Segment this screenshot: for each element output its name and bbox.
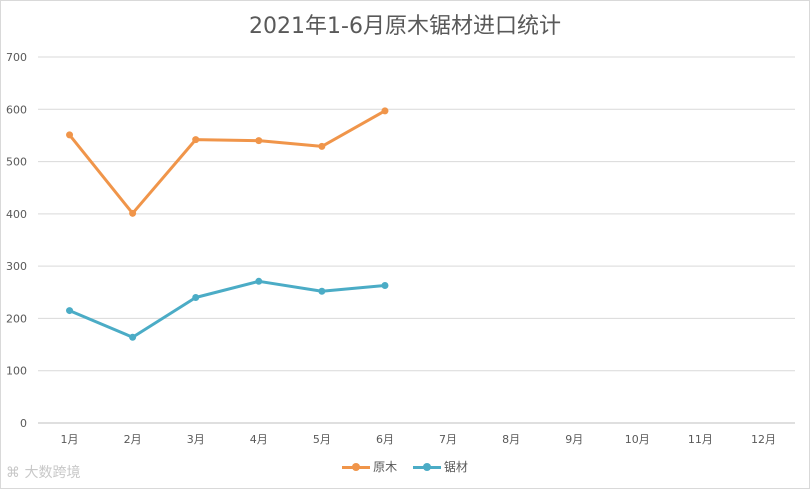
data-point-1: [192, 294, 200, 302]
x-tick-label: 2月: [124, 433, 142, 446]
data-point-1: [318, 287, 326, 295]
y-tick-label: 700: [6, 51, 27, 64]
y-axis-ticks: 0 100 200 300 400 500 600 700: [6, 51, 27, 430]
x-tick-label: 9月: [565, 433, 583, 446]
data-point-0: [381, 107, 389, 115]
gridlines: [38, 56, 795, 424]
x-tick-label: 6月: [376, 433, 394, 446]
x-tick-label: 10月: [625, 433, 650, 446]
data-point-0: [255, 137, 263, 145]
series-line-1: [68, 279, 386, 339]
watermark-logo: ⌘ 大数跨境: [6, 462, 80, 482]
x-tick-label: 12月: [751, 433, 776, 446]
y-tick-label: 600: [6, 103, 27, 116]
watermark-text: 大数跨境: [24, 465, 81, 481]
data-point-1: [255, 277, 263, 285]
legend-label-raw-wood: 原木: [373, 460, 398, 474]
y-tick-label: 400: [6, 208, 27, 221]
chart-title: 2021年1-6月原木锯材进口统计: [249, 14, 561, 39]
x-tick-label: 7月: [439, 433, 457, 446]
data-point-0: [192, 136, 200, 144]
y-tick-label: 200: [6, 312, 27, 325]
legend-swatch-raw-wood: [342, 462, 371, 472]
data-point-1: [129, 333, 137, 341]
watermark-icon: ⌘: [6, 465, 20, 481]
legend-label-sawn-timber: 锯材: [443, 460, 468, 474]
x-tick-label: 5月: [313, 433, 331, 446]
x-tick-label: 11月: [688, 433, 713, 446]
data-point-0: [66, 131, 74, 139]
series-line-0: [68, 109, 386, 215]
x-tick-label: 4月: [250, 433, 268, 446]
data-point-1: [381, 281, 389, 289]
data-point-0: [129, 209, 137, 217]
legend-swatch-sawn-timber: [412, 462, 441, 472]
data-point-0: [318, 142, 326, 150]
y-tick-label: 100: [6, 365, 27, 378]
series-lines: [66, 107, 389, 341]
legend: 原木 锯材: [0, 458, 810, 475]
y-tick-label: 0: [20, 417, 27, 430]
x-tick-label: 1月: [61, 433, 79, 446]
legend-item-raw-wood[interactable]: 原木: [342, 458, 397, 475]
legend-item-sawn-timber[interactable]: 锯材: [412, 458, 468, 475]
y-tick-label: 300: [6, 260, 27, 273]
x-tick-label: 3月: [187, 433, 205, 446]
y-tick-label: 500: [6, 156, 27, 169]
data-point-1: [66, 307, 74, 315]
x-tick-label: 8月: [502, 433, 520, 446]
x-axis-ticks: 1月 2月 3月 4月 5月 6月 7月 8月 9月 10月 11月 12月: [61, 433, 776, 446]
